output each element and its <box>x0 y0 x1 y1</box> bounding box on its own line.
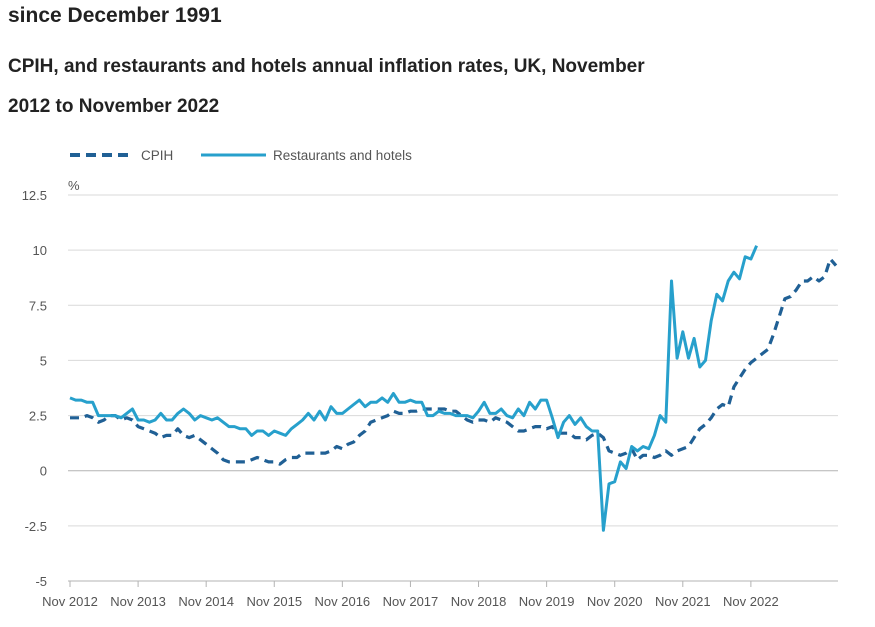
x-axis: Nov 2012 Nov 2013 Nov 2014 Nov 2015 Nov 2016… <box>42 580 838 609</box>
legend-label-restaurants: Restaurants and hotels <box>273 148 412 163</box>
x-tick-label: Nov 2013 <box>110 594 166 609</box>
series-lines <box>69 245 838 532</box>
chart-title-line-2: 2012 to November 2022 <box>8 96 220 117</box>
x-tick-label: Nov 2017 <box>383 594 439 609</box>
y-axis-unit-label: % <box>68 178 80 193</box>
page-title-fragment: since December 1991 <box>8 4 222 27</box>
legend-label-cpih: CPIH <box>141 148 173 163</box>
x-tick-label: Nov 2020 <box>587 594 643 609</box>
chart-legend: CPIH Restaurants and hotels <box>70 148 412 163</box>
x-tick-label: Nov 2014 <box>178 594 234 609</box>
y-tick-label: 10 <box>33 243 47 258</box>
y-tick-label: 0 <box>40 464 47 479</box>
x-tick-label: Nov 2016 <box>315 594 371 609</box>
y-tick-label: 5 <box>40 353 47 368</box>
y-tick-label: 7.5 <box>29 298 47 313</box>
y-tick-label: -5 <box>35 574 47 589</box>
x-tick-label: Nov 2015 <box>246 594 302 609</box>
x-tick-label: Nov 2022 <box>723 594 779 609</box>
series-line-restaurants <box>69 245 758 532</box>
x-tick-label: Nov 2021 <box>655 594 711 609</box>
y-tick-label: 2.5 <box>29 409 47 424</box>
y-tick-label: 12.5 <box>22 188 47 203</box>
series-line-cpih <box>70 257 838 466</box>
y-axis-tick-labels: -5 -2.5 0 2.5 5 7.5 10 12.5 <box>22 188 47 589</box>
x-tick-label: Nov 2019 <box>519 594 575 609</box>
x-tick-label: Nov 2012 <box>42 594 98 609</box>
gridlines <box>68 194 838 582</box>
x-tick-label: Nov 2018 <box>451 594 507 609</box>
y-tick-label: -2.5 <box>25 519 47 534</box>
chart-title-line-1: CPIH, and restaurants and hotels annual … <box>8 56 645 77</box>
